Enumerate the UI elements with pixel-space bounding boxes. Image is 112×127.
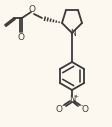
Text: N: N: [70, 29, 76, 38]
Text: -: -: [62, 102, 64, 108]
Text: +: +: [73, 93, 78, 99]
Text: -: -: [80, 102, 83, 108]
Text: O: O: [17, 33, 25, 42]
Text: O: O: [82, 105, 88, 114]
Text: O: O: [56, 105, 62, 114]
Text: O: O: [28, 5, 36, 14]
Text: N: N: [69, 94, 75, 104]
